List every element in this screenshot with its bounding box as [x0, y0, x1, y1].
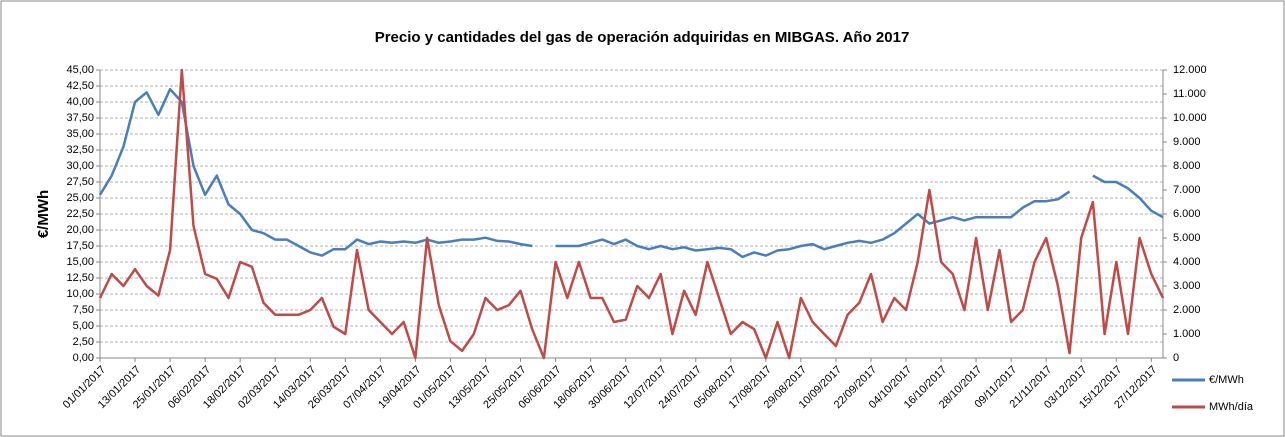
y2-tick-label: 10.000 — [1173, 112, 1207, 124]
series-line — [98, 87, 533, 257]
y-tick-label: 40,00 — [66, 96, 94, 108]
y-tick-label: 25,00 — [66, 192, 94, 204]
y2-tick-label: 12.000 — [1173, 64, 1207, 76]
series-line — [1092, 174, 1164, 219]
y-tick-label: 35,00 — [66, 128, 94, 140]
y-tick-label: 42,50 — [66, 80, 94, 92]
y-tick-label: 32,50 — [66, 144, 94, 156]
y-tick-label: 45,00 — [66, 64, 94, 76]
y2-tick-label: 3.000 — [1173, 280, 1201, 292]
y-tick-label: 22,50 — [66, 208, 94, 220]
chart-title: Precio y cantidades del gas de operación… — [375, 29, 910, 46]
y-tick-label: 7,50 — [73, 304, 94, 316]
y-tick-label: 10,00 — [66, 288, 94, 300]
y2-tick-label: 7.000 — [1173, 184, 1201, 196]
y2-tick-label: 11.000 — [1173, 88, 1206, 100]
y2-tick-label: 5.000 — [1173, 232, 1201, 244]
y-tick-label: 0,00 — [73, 352, 94, 364]
y-tick-label: 37,50 — [66, 112, 94, 124]
y-axis-title: €/MWh — [35, 190, 52, 238]
legend-label: MWh/día — [1209, 401, 1254, 413]
y-tick-label: 27,50 — [66, 176, 94, 188]
series-line — [98, 68, 1165, 360]
y2-tick-label: 1.000 — [1173, 328, 1201, 340]
y-tick-label: 5,00 — [73, 320, 94, 332]
y-tick-label: 2,50 — [73, 336, 94, 348]
y-tick-label: 20,00 — [66, 224, 94, 236]
y2-tick-label: 0 — [1173, 352, 1179, 364]
y2-tick-label: 8.000 — [1173, 160, 1201, 172]
y2-tick-label: 9.000 — [1173, 136, 1201, 148]
y-tick-label: 15,00 — [66, 256, 94, 268]
series-line — [555, 190, 1071, 259]
y2-tick-label: 4.000 — [1173, 256, 1201, 268]
y2-tick-label: 2.000 — [1173, 304, 1201, 316]
y-tick-label: 12,50 — [66, 272, 94, 284]
y-tick-label: 30,00 — [66, 160, 94, 172]
y-tick-label: 17,50 — [66, 240, 94, 252]
y2-tick-label: 6.000 — [1173, 208, 1201, 220]
legend-label: €/MWh — [1209, 374, 1244, 386]
